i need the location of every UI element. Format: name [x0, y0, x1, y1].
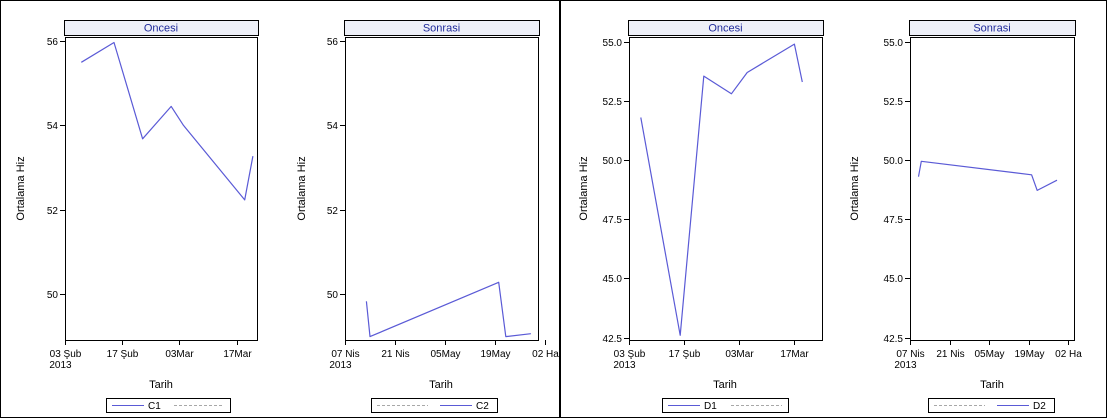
panel-3-y-axis-title: Ortalama Hiz: [578, 156, 590, 220]
panel-3-plot-frame: [629, 37, 823, 341]
panel-4-x-tick-label-3: 19May: [1014, 349, 1044, 360]
panel-4-y-tick-label-2: 47.5: [884, 215, 904, 226]
panel-2-plot-frame: [345, 37, 539, 341]
panel-2-legend: [371, 398, 498, 413]
panel-3-x-tick-label-2: 03Mar: [725, 349, 754, 360]
panel-1-y-tick-label-2: 54: [47, 121, 59, 132]
panel-3-series-line-0: [640, 43, 803, 336]
panel-2-x-tick-label-3: 19May: [480, 349, 510, 360]
panel-1-x-tick-label-1: 17 Şub: [107, 349, 139, 360]
panel-4-y-tick-label-4: 52.5: [884, 97, 904, 108]
panel-2-legend-label-1: C2: [476, 401, 489, 412]
panel-4-x-tick-label-4: 02 Ha: [1055, 349, 1082, 360]
panel-3-x-tick-year-0: 2013: [613, 360, 636, 371]
panel-3-y-tick-label-1: 45.0: [603, 274, 623, 285]
panel-2-y-tick-label-1: 52: [327, 206, 339, 217]
panel-4-strip: [909, 20, 1076, 36]
panel-3-legend-label-0: D1: [704, 401, 717, 412]
panel-3-x-tick-label-3: 17Mar: [780, 349, 809, 360]
panel-1-x-tick-label-3: 17Mar: [223, 349, 252, 360]
panel-1-y-axis-title: Ortalama Hiz: [15, 156, 27, 220]
panel-2-y-tick-label-0: 50: [327, 290, 339, 301]
panel-4-y-axis-title: Ortalama Hiz: [849, 156, 861, 220]
panel-2-x-tick-label-4: 02 Ha: [532, 349, 559, 360]
panel-4-strip-label: Sonrasi: [973, 23, 1010, 35]
panel-4-x-tick-label-1: 21 Nis: [936, 349, 964, 360]
panel-1-series-line-0: [80, 41, 254, 201]
panel-1-x-axis-title: Tarih: [149, 379, 173, 391]
panel-4-x-tick-label-2: 05May: [974, 349, 1004, 360]
panel-2-series-line-0: [365, 281, 531, 338]
panel-4-y-tick-label-5: 55.0: [884, 38, 904, 49]
figure-frame-1: [0, 0, 560, 418]
panel-4-plot-frame: [910, 37, 1075, 341]
panel-3-y-tick-label-0: 42.5: [603, 334, 623, 345]
panel-2-x-tick-label-2: 05May: [430, 349, 460, 360]
panel-1-plot-frame: [65, 37, 258, 341]
panel-4-y-tick-label-1: 45.0: [884, 274, 904, 285]
panel-4-y-tick-label-3: 50.0: [884, 156, 904, 167]
panel-1-legend: [106, 398, 231, 413]
panel-4-series-line-0: [917, 160, 1058, 191]
panel-2-x-axis-title: Tarih: [429, 379, 453, 391]
panel-3-y-tick-label-2: 47.5: [603, 215, 623, 226]
panel-2-y-tick-label-3: 56: [327, 37, 339, 48]
panel-4-x-axis-title: Tarih: [980, 379, 1004, 391]
panel-3-strip-label: Oncesi: [708, 23, 742, 35]
panel-2-strip: [344, 20, 540, 36]
panel-4-x-tick-year-0: 2013: [894, 360, 917, 371]
panel-1-x-tick-label-2: 03Mar: [165, 349, 194, 360]
panel-2-strip-label: Sonrasi: [423, 23, 460, 35]
panel-3-x-tick-label-0: 03 Şub: [614, 349, 646, 360]
panel-2-x-tick-label-0: 07 Nis: [331, 349, 359, 360]
panel-3-x-tick-label-1: 17 Şub: [669, 349, 701, 360]
panel-3-x-axis-title: Tarih: [713, 379, 737, 391]
panel-2-x-tick-label-1: 21 Nis: [381, 349, 409, 360]
panel-2-x-tick-year-0: 2013: [329, 360, 352, 371]
panel-1-y-tick-label-0: 50: [47, 290, 59, 301]
panel-4-legend: [928, 398, 1055, 413]
panel-4-y-tick-label-0: 42.5: [884, 334, 904, 345]
panel-1-x-tick-year-0: 2013: [49, 360, 72, 371]
panel-1-y-tick-label-1: 52: [47, 206, 59, 217]
panel-1-strip-label: Oncesi: [144, 23, 178, 35]
panel-1-legend-label-0: C1: [148, 401, 161, 412]
panel-2-y-axis-title: Ortalama Hiz: [296, 156, 308, 220]
panel-4-legend-label-1: D2: [1033, 401, 1046, 412]
panel-1-y-tick-label-3: 56: [47, 37, 59, 48]
panel-3-y-tick-label-3: 50.0: [603, 156, 623, 167]
panel-4-x-tick-label-0: 07 Nis: [896, 349, 924, 360]
panel-3-y-tick-label-4: 52.5: [603, 97, 623, 108]
panel-2-y-tick-label-2: 54: [327, 121, 339, 132]
panel-3-legend: [662, 398, 789, 413]
panel-1-x-tick-label-0: 03 Şub: [50, 349, 82, 360]
panel-3-y-tick-label-5: 55.0: [603, 38, 623, 49]
panel-3-strip: [628, 20, 824, 36]
panel-1-strip: [64, 20, 259, 36]
